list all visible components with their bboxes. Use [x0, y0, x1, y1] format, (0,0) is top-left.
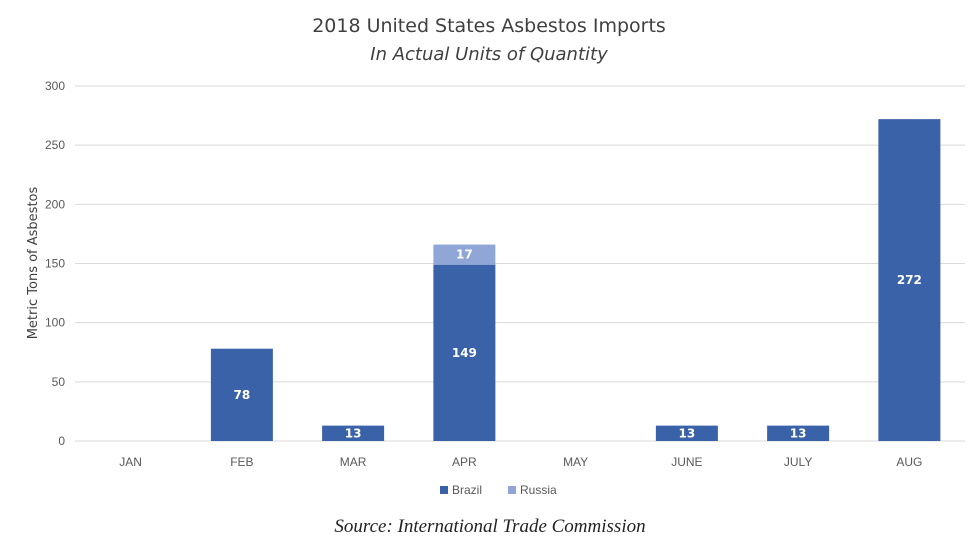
y-tick-label: 300 [45, 79, 65, 93]
data-label: 272 [897, 273, 922, 287]
x-tick-label: JUNE [671, 455, 702, 469]
x-tick-label: MAY [563, 455, 588, 469]
bar-brazil [210, 348, 273, 441]
legend-label: Russia [520, 483, 557, 497]
x-tick-label: MAR [340, 455, 367, 469]
y-tick-label: 50 [52, 375, 66, 389]
data-label: 13 [345, 426, 362, 440]
legend-swatch [440, 486, 448, 494]
x-tick-label: FEB [230, 455, 253, 469]
data-label: 13 [679, 426, 696, 440]
source-caption: Source: International Trade Commission [334, 516, 646, 537]
y-tick-label: 200 [45, 197, 65, 211]
y-tick-label: 100 [45, 316, 65, 330]
bar-brazil [655, 425, 718, 441]
data-label: 13 [790, 426, 807, 440]
chart-subtitle: In Actual Units of Quantity [370, 44, 608, 65]
y-axis-label: Metric Tons of Asbestos [26, 187, 41, 340]
y-tick-label: 150 [45, 257, 65, 271]
chart-title: 2018 United States Asbestos Imports [312, 15, 666, 37]
x-tick-label: AUG [896, 455, 922, 469]
x-tick-label: APR [452, 455, 477, 469]
y-tick-label: 250 [45, 138, 65, 152]
bar-brazil [878, 119, 941, 441]
bar-brazil [767, 425, 830, 441]
legend-swatch [508, 486, 516, 494]
chart-frame: 2018 United States Asbestos Imports In A… [26, 15, 965, 497]
x-tick-label: JAN [119, 455, 142, 469]
bar-brazil [433, 264, 496, 441]
bar-chart: 2018 United States Asbestos Imports In A… [26, 15, 965, 497]
bar-brazil [322, 425, 385, 441]
y-tick-label: 0 [58, 434, 65, 448]
data-label: 78 [234, 388, 251, 402]
data-label: 17 [456, 248, 473, 262]
bar-russia [433, 244, 496, 265]
data-label: 149 [452, 346, 477, 360]
x-tick-label: JULY [784, 455, 812, 469]
legend-label: Brazil [452, 483, 482, 497]
